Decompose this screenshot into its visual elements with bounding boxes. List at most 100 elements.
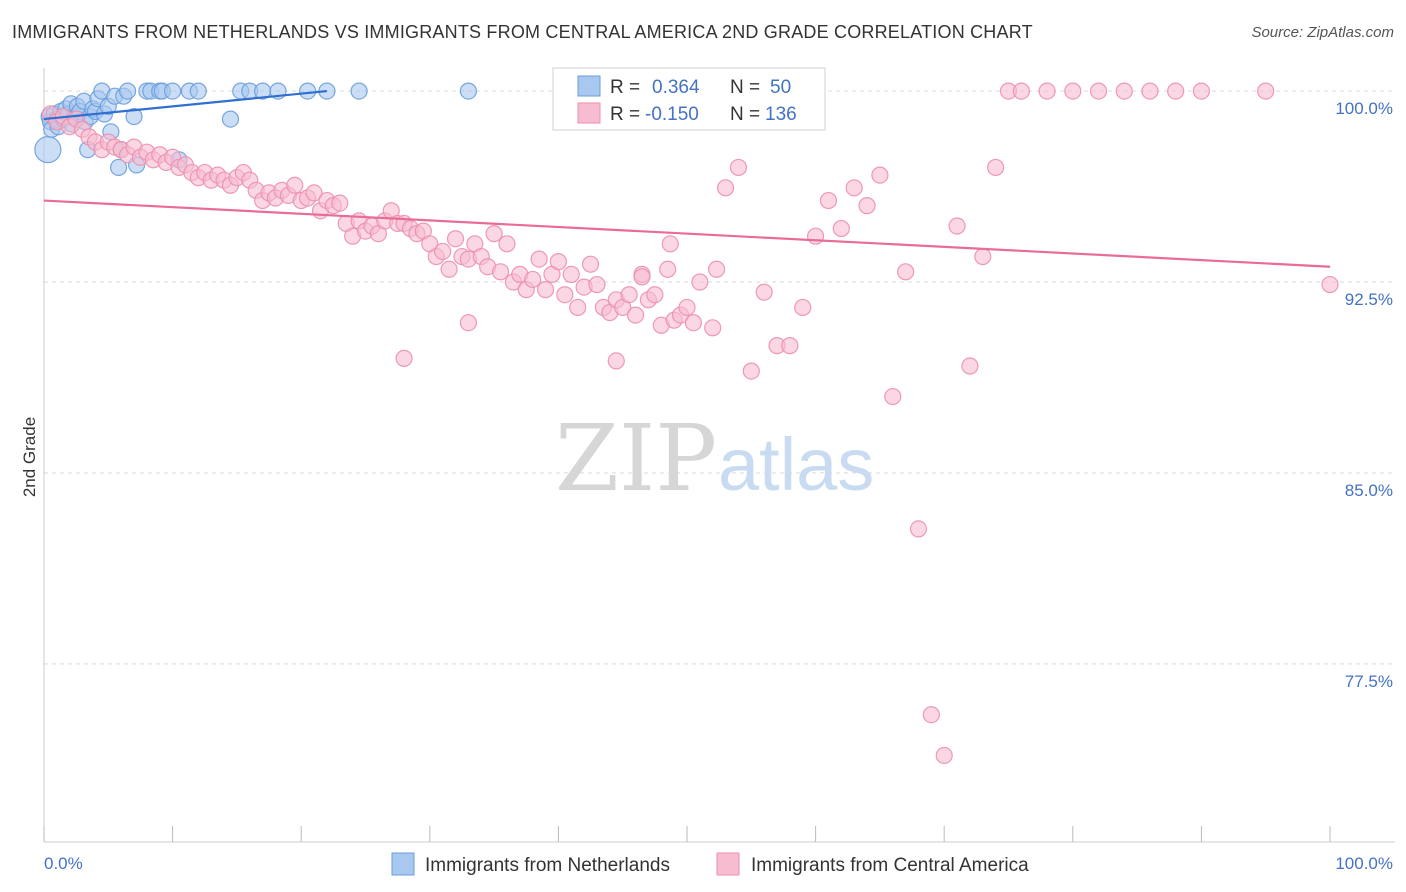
- point-netherlands: [459, 82, 477, 100]
- point-central-america: [678, 298, 696, 317]
- point-central-america: [1038, 82, 1056, 100]
- point-central-america: [562, 265, 580, 283]
- points-layer: [34, 82, 1339, 765]
- point-central-america: [845, 179, 863, 197]
- point-netherlands: [118, 82, 137, 100]
- point-central-america: [588, 275, 606, 294]
- point-central-america: [1115, 82, 1133, 100]
- chart-title: IMMIGRANTS FROM NETHERLANDS VS IMMIGRANT…: [12, 22, 1033, 42]
- point-central-america: [556, 286, 574, 304]
- point-central-america: [755, 283, 773, 301]
- point-central-america: [1167, 82, 1185, 100]
- point-central-america: [884, 387, 902, 406]
- y-tick-label: 92.5%: [1345, 290, 1393, 309]
- point-central-america: [716, 179, 735, 197]
- point-central-america: [646, 286, 664, 304]
- point-central-america: [530, 250, 548, 268]
- trend-layer: [43, 89, 1331, 268]
- point-central-america: [440, 260, 458, 278]
- point-central-america: [684, 314, 703, 332]
- point-central-america: [1012, 82, 1030, 100]
- point-central-america: [659, 260, 677, 278]
- point-central-america: [704, 319, 722, 337]
- watermark-atlas: atlas: [718, 423, 874, 506]
- legend-n-value-2: 136: [765, 104, 797, 125]
- point-netherlands: [189, 82, 207, 100]
- y-tick-label: 85.0%: [1345, 481, 1393, 500]
- point-netherlands: [34, 136, 62, 164]
- point-central-america: [961, 357, 979, 375]
- point-central-america: [626, 306, 645, 324]
- point-central-america: [1257, 82, 1275, 100]
- point-central-america: [974, 247, 992, 266]
- point-central-america: [729, 158, 748, 177]
- point-central-america: [434, 242, 452, 261]
- watermark-zip: ZIP: [555, 405, 717, 512]
- point-central-america: [485, 225, 503, 243]
- point-central-america: [536, 281, 555, 299]
- point-central-america: [305, 184, 323, 202]
- point-central-america: [987, 158, 1005, 177]
- point-central-america: [858, 197, 876, 215]
- point-central-america: [742, 362, 760, 380]
- y-tick-label: 100.0%: [1335, 99, 1393, 118]
- point-central-america: [286, 176, 304, 194]
- bottom-legend-swatch-pink: [716, 852, 740, 876]
- legend-r-value-2: -0.150: [645, 104, 699, 125]
- point-central-america: [922, 706, 940, 724]
- point-central-america: [909, 520, 928, 538]
- trend-line-central-america: [43, 199, 1331, 268]
- point-central-america: [871, 166, 889, 184]
- y-axis-title: 2nd Grade: [20, 417, 39, 497]
- point-central-america: [395, 349, 413, 367]
- bottom-legend-label-central-america: Immigrants from Central America: [751, 855, 1029, 876]
- point-netherlands: [299, 82, 317, 100]
- point-central-america: [691, 273, 709, 291]
- point-central-america: [524, 270, 542, 289]
- point-central-america: [794, 298, 812, 317]
- axes-layer: 100.0% 92.5% 85.0% 77.5% 0.0% 100.0%: [43, 68, 1395, 873]
- point-central-america: [446, 230, 465, 248]
- legend-r-label-1: R =: [610, 77, 640, 98]
- point-central-america: [781, 337, 799, 355]
- trend-line-netherlands: [43, 89, 328, 121]
- point-netherlands: [125, 107, 143, 126]
- watermark: ZIP atlas: [555, 405, 874, 512]
- point-central-america: [707, 260, 726, 278]
- point-central-america: [806, 227, 825, 245]
- point-netherlands: [164, 82, 182, 100]
- point-central-america: [1192, 82, 1211, 100]
- point-central-america: [491, 263, 510, 281]
- source-label: Source: ZipAtlas.com: [1251, 24, 1394, 41]
- point-central-america: [897, 263, 915, 281]
- x-tick-label-max: 100.0%: [1335, 854, 1393, 873]
- legend-swatch-pink: [577, 102, 601, 124]
- point-central-america: [581, 255, 600, 273]
- point-central-america: [331, 194, 349, 212]
- point-central-america: [1321, 275, 1339, 294]
- point-central-america: [1141, 82, 1159, 100]
- point-netherlands: [350, 82, 368, 100]
- legend-swatch-blue: [577, 75, 601, 97]
- point-central-america: [569, 298, 587, 317]
- point-central-america: [459, 314, 477, 332]
- point-central-america: [633, 268, 651, 286]
- point-central-america: [549, 253, 568, 271]
- legend-r-label-2: R =: [610, 104, 640, 125]
- legend-n-label-1: N =: [730, 77, 760, 98]
- point-central-america: [607, 352, 625, 370]
- bottom-legend-label-netherlands: Immigrants from Netherlands: [425, 855, 670, 876]
- legend-n-value-1: 50: [770, 77, 791, 98]
- bottom-legend: Immigrants from Netherlands Immigrants f…: [391, 852, 1029, 876]
- legend-n-label-2: N =: [730, 104, 760, 125]
- point-central-america: [832, 219, 850, 238]
- point-central-america: [661, 235, 679, 253]
- point-central-america: [948, 217, 966, 235]
- point-netherlands: [109, 158, 128, 177]
- point-central-america: [498, 235, 516, 253]
- point-central-america: [620, 286, 638, 304]
- x-tick-label-min: 0.0%: [44, 854, 83, 873]
- point-central-america: [819, 191, 838, 210]
- point-central-america: [1089, 82, 1108, 100]
